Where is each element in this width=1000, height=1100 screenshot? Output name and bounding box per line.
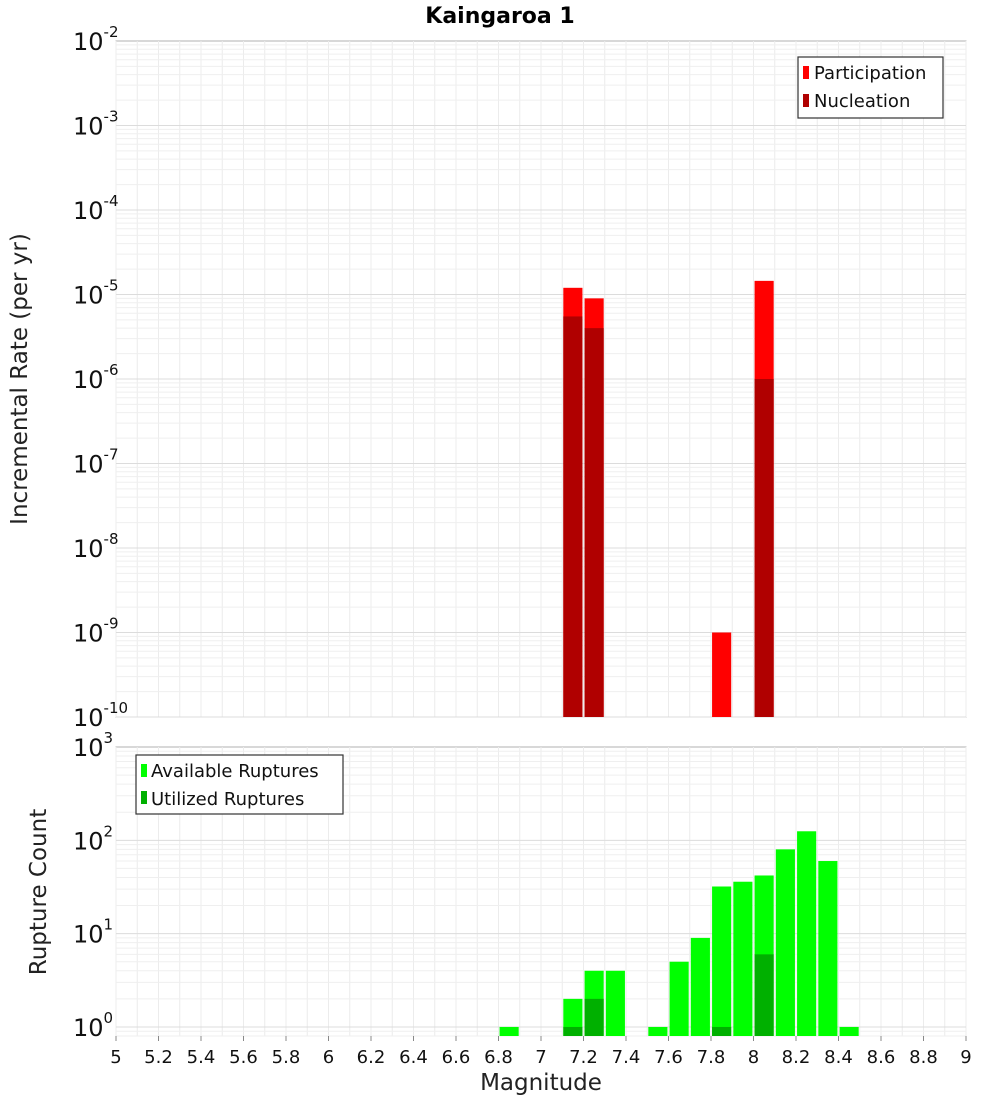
x-tick-label: 6.4: [399, 1047, 428, 1068]
x-axis-label: Magnitude: [480, 1070, 602, 1096]
bar: [648, 1026, 668, 1036]
bar: [818, 861, 838, 1036]
x-tick-label: 7.2: [569, 1047, 598, 1068]
x-tick-label: 8.4: [824, 1047, 853, 1068]
x-tick-label: 5.6: [229, 1047, 258, 1068]
x-tick-label: 7.8: [697, 1047, 726, 1068]
rate-chart: 10-2 10-3 10-4 10-5 10-6 10-7 10-8 10-9 10-10 In…: [7, 23, 967, 732]
x-tick-label: 8: [748, 1047, 759, 1068]
legend-swatch-participation: [803, 66, 809, 79]
legend-label-participation: Participation: [814, 63, 926, 84]
bar: [605, 970, 625, 1036]
x-tick-label: 8.6: [867, 1047, 896, 1068]
bar: [584, 328, 604, 717]
x-tick-label: 6.2: [357, 1047, 386, 1068]
bar: [563, 1026, 583, 1036]
rate-legend-box: [797, 56, 944, 119]
bar: [754, 379, 774, 717]
x-tick-label: 8.2: [782, 1047, 811, 1068]
legend-swatch-available: [141, 764, 147, 777]
bar: [563, 316, 583, 717]
y-tick-label: 10-7: [73, 446, 119, 479]
x-tick-label: 7.6: [654, 1047, 683, 1068]
legend-swatch-utilized: [141, 791, 147, 804]
bar: [584, 998, 604, 1036]
bar: [797, 831, 817, 1036]
x-tick-label: 5: [110, 1047, 121, 1068]
bar: [690, 937, 710, 1036]
y-tick-label: 103: [73, 729, 113, 762]
x-tick-label: 5.8: [272, 1047, 301, 1068]
y-tick-label: 10-3: [73, 108, 119, 141]
count-y-axis-label: Rupture Count: [26, 809, 52, 975]
bar: [563, 998, 583, 1036]
x-tick-label: 6: [323, 1047, 334, 1068]
x-tick-label: 5.4: [187, 1047, 216, 1068]
y-tick-label: 100: [73, 1009, 113, 1042]
y-tick-label: 10-10: [73, 699, 128, 732]
bar: [839, 1026, 859, 1036]
legend-label-available: Available Ruptures: [151, 761, 319, 782]
count-bars: [499, 831, 859, 1036]
count-y-ticks: 103 102 101 100: [73, 729, 113, 1042]
y-tick-label: 10-9: [73, 615, 119, 648]
bar: [712, 632, 732, 717]
bar: [775, 849, 795, 1036]
legend-label-utilized: Utilized Ruptures: [151, 789, 304, 810]
x-tick-label: 6.8: [484, 1047, 513, 1068]
y-tick-label: 10-6: [73, 361, 119, 394]
x-tick-label: 7.4: [612, 1047, 641, 1068]
x-tick-label: 7: [535, 1047, 546, 1068]
legend-swatch-nucleation: [803, 94, 809, 107]
y-tick-label: 10-2: [73, 23, 119, 56]
legend-label-nucleation: Nucleation: [814, 91, 910, 112]
y-tick-label: 10-8: [73, 530, 119, 563]
x-tick-label: 6.6: [442, 1047, 471, 1068]
rate-y-ticks: 10-2 10-3 10-4 10-5 10-6 10-7 10-8 10-9 10-10: [73, 23, 128, 732]
bar: [499, 1026, 519, 1036]
bar: [754, 954, 774, 1036]
y-tick-label: 10-5: [73, 277, 119, 310]
y-tick-label: 101: [73, 916, 113, 949]
rate-legend: Participation Nucleation: [797, 56, 944, 119]
count-chart: 103 102 101 100 5 5.2 5.4 5.6 5.8 6 6.2 6.4 6.6 6.8 7…: [26, 729, 972, 1096]
bar: [669, 961, 689, 1036]
y-tick-label: 10-4: [73, 192, 119, 225]
bar: [733, 881, 753, 1036]
x-tick-label: 8.8: [909, 1047, 938, 1068]
x-tick-label: 5.2: [144, 1047, 173, 1068]
count-legend-box: [135, 754, 344, 815]
x-tick-label: 9: [960, 1047, 971, 1068]
bar: [712, 886, 732, 1036]
count-legend: Available Ruptures Utilized Ruptures: [135, 754, 344, 815]
rate-bars: [563, 280, 774, 717]
bar: [712, 1026, 732, 1036]
rate-y-axis-label: Incremental Rate (per yr): [7, 233, 33, 525]
count-x-ticks: 5 5.2 5.4 5.6 5.8 6 6.2 6.4 6.6 6.8 7 7.2 7.4 7.6 7.8 8…: [110, 1036, 972, 1068]
y-tick-label: 102: [73, 822, 113, 855]
rate-grid: [115, 41, 967, 718]
chart-title: Kaingaroa 1: [425, 4, 574, 29]
